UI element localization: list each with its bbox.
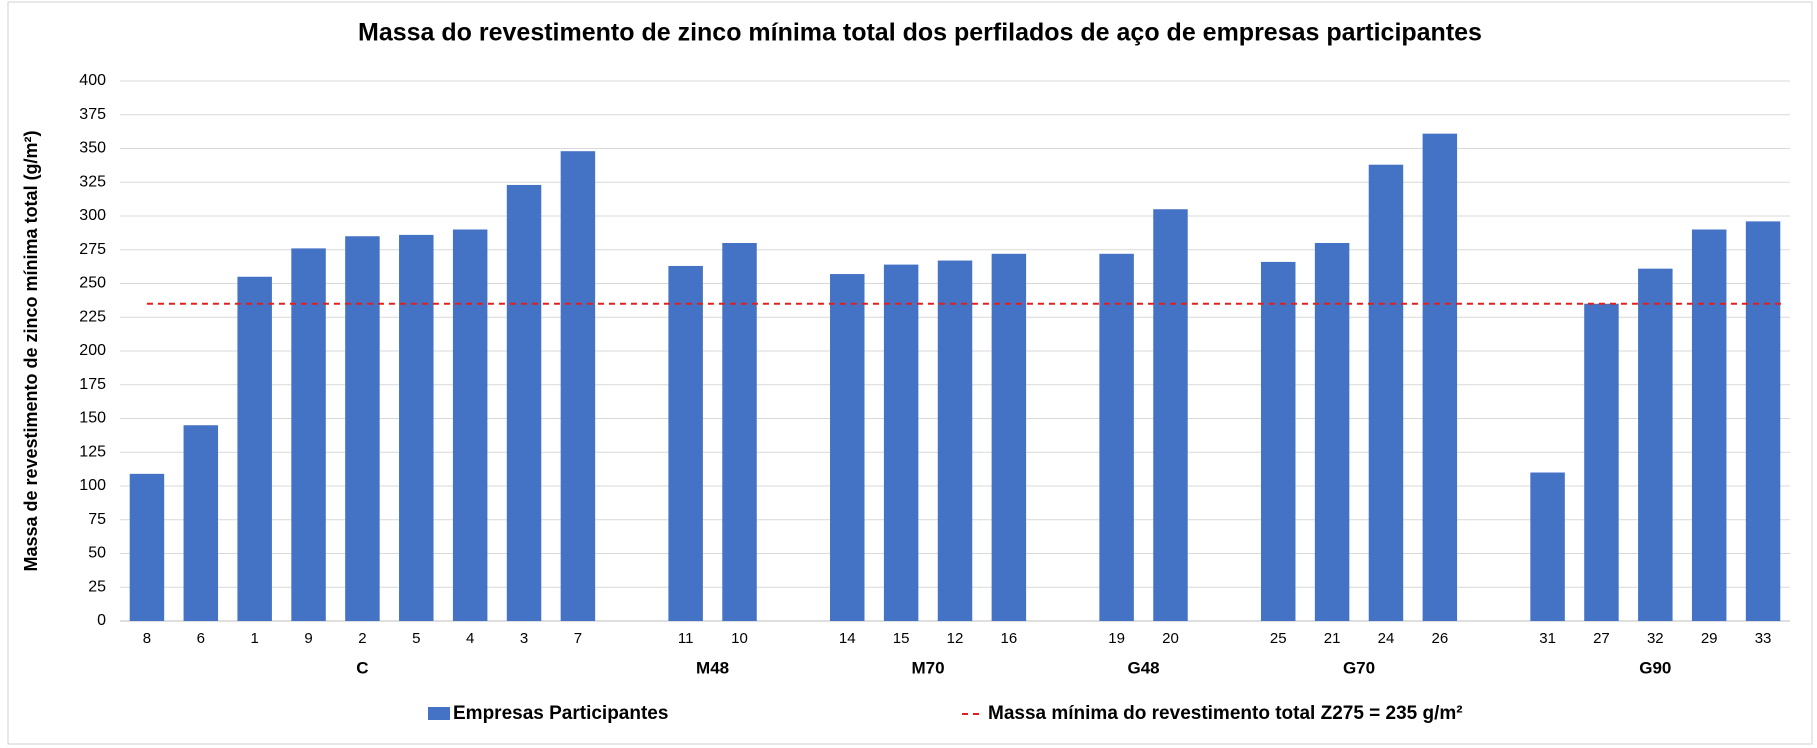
legend-label: Empresas Participantes [453, 703, 668, 724]
y-tick-label: 250 [79, 275, 106, 292]
bar [883, 264, 919, 621]
bar [452, 229, 488, 621]
x-tick-label: 21 [1324, 630, 1341, 647]
x-tick-label: 33 [1755, 630, 1772, 647]
group-label: M48 [696, 658, 729, 677]
bar [237, 276, 272, 621]
bar [1691, 229, 1727, 621]
y-tick-label: 100 [79, 477, 106, 494]
bar [129, 473, 165, 621]
x-tick-label: 7 [574, 630, 582, 647]
bar [345, 236, 380, 621]
x-tick-label: 29 [1701, 630, 1718, 647]
legend-swatch [428, 707, 450, 720]
bar [560, 151, 596, 621]
chart-title: Massa do revestimento de zinco mínima to… [358, 19, 1482, 47]
bar [991, 253, 1027, 622]
x-tick-label: 3 [520, 630, 528, 647]
bar [399, 234, 434, 621]
y-tick-label: 0 [97, 612, 106, 629]
group-label: G70 [1343, 658, 1375, 677]
y-tick-label: 275 [79, 241, 106, 258]
x-tick-label: 27 [1593, 630, 1610, 647]
legend-label: Massa mínima do revestimento total Z275 … [988, 703, 1463, 724]
y-tick-label: 225 [79, 308, 106, 325]
y-axis-label: Massa de revestimento de zinco mínima to… [21, 130, 41, 571]
y-tick-label: 375 [79, 106, 106, 123]
bar [830, 274, 865, 621]
x-tick-label: 10 [731, 630, 748, 647]
x-tick-label: 12 [947, 630, 964, 647]
x-tick-label: 16 [1001, 630, 1018, 647]
x-tick-label: 2 [358, 630, 366, 647]
x-tick-label: 14 [839, 630, 856, 647]
group-label: G48 [1127, 658, 1159, 677]
bar [937, 260, 973, 621]
bar [722, 243, 757, 621]
bar [506, 184, 542, 621]
y-tick-label: 150 [79, 410, 106, 427]
x-tick-label: 19 [1108, 630, 1125, 647]
x-tick-label: 20 [1162, 630, 1179, 647]
y-tick-label: 25 [88, 578, 106, 595]
x-tick-label: 32 [1647, 630, 1664, 647]
y-tick-label: 50 [88, 545, 106, 562]
group-label: G90 [1639, 658, 1671, 677]
bar [1530, 472, 1565, 621]
bar [291, 248, 326, 621]
x-tick-label: 11 [678, 630, 694, 647]
bar [1099, 253, 1134, 622]
y-tick-label: 125 [79, 443, 106, 460]
bar [1422, 133, 1458, 621]
y-tick-label: 75 [88, 511, 106, 528]
x-tick-label: 4 [466, 630, 474, 647]
bar [1584, 303, 1619, 621]
x-tick-label: 31 [1539, 630, 1556, 647]
y-tick-label: 325 [79, 173, 106, 190]
group-label: M70 [912, 658, 945, 677]
y-tick-label: 400 [79, 72, 106, 89]
x-tick-label: 1 [251, 630, 259, 647]
x-tick-label: 24 [1378, 630, 1395, 647]
bar [668, 265, 703, 621]
y-tick-label: 200 [79, 342, 106, 359]
x-tick-label: 5 [412, 630, 420, 647]
bar [1314, 243, 1350, 621]
x-tick-label: 25 [1270, 630, 1287, 647]
y-tick-label: 300 [79, 207, 106, 224]
bar [1368, 164, 1404, 621]
y-tick-label: 350 [79, 140, 106, 157]
x-tick-label: 15 [893, 630, 910, 647]
y-tick-label: 175 [79, 376, 106, 393]
group-label: C [356, 658, 368, 677]
bar [1745, 221, 1781, 621]
bar [1638, 268, 1673, 621]
x-tick-label: 6 [197, 630, 205, 647]
bar [1153, 209, 1188, 621]
x-tick-label: 26 [1431, 630, 1448, 647]
x-tick-label: 9 [304, 630, 312, 647]
bar [1260, 261, 1296, 621]
x-tick-label: 8 [143, 630, 151, 647]
bar [183, 425, 219, 621]
